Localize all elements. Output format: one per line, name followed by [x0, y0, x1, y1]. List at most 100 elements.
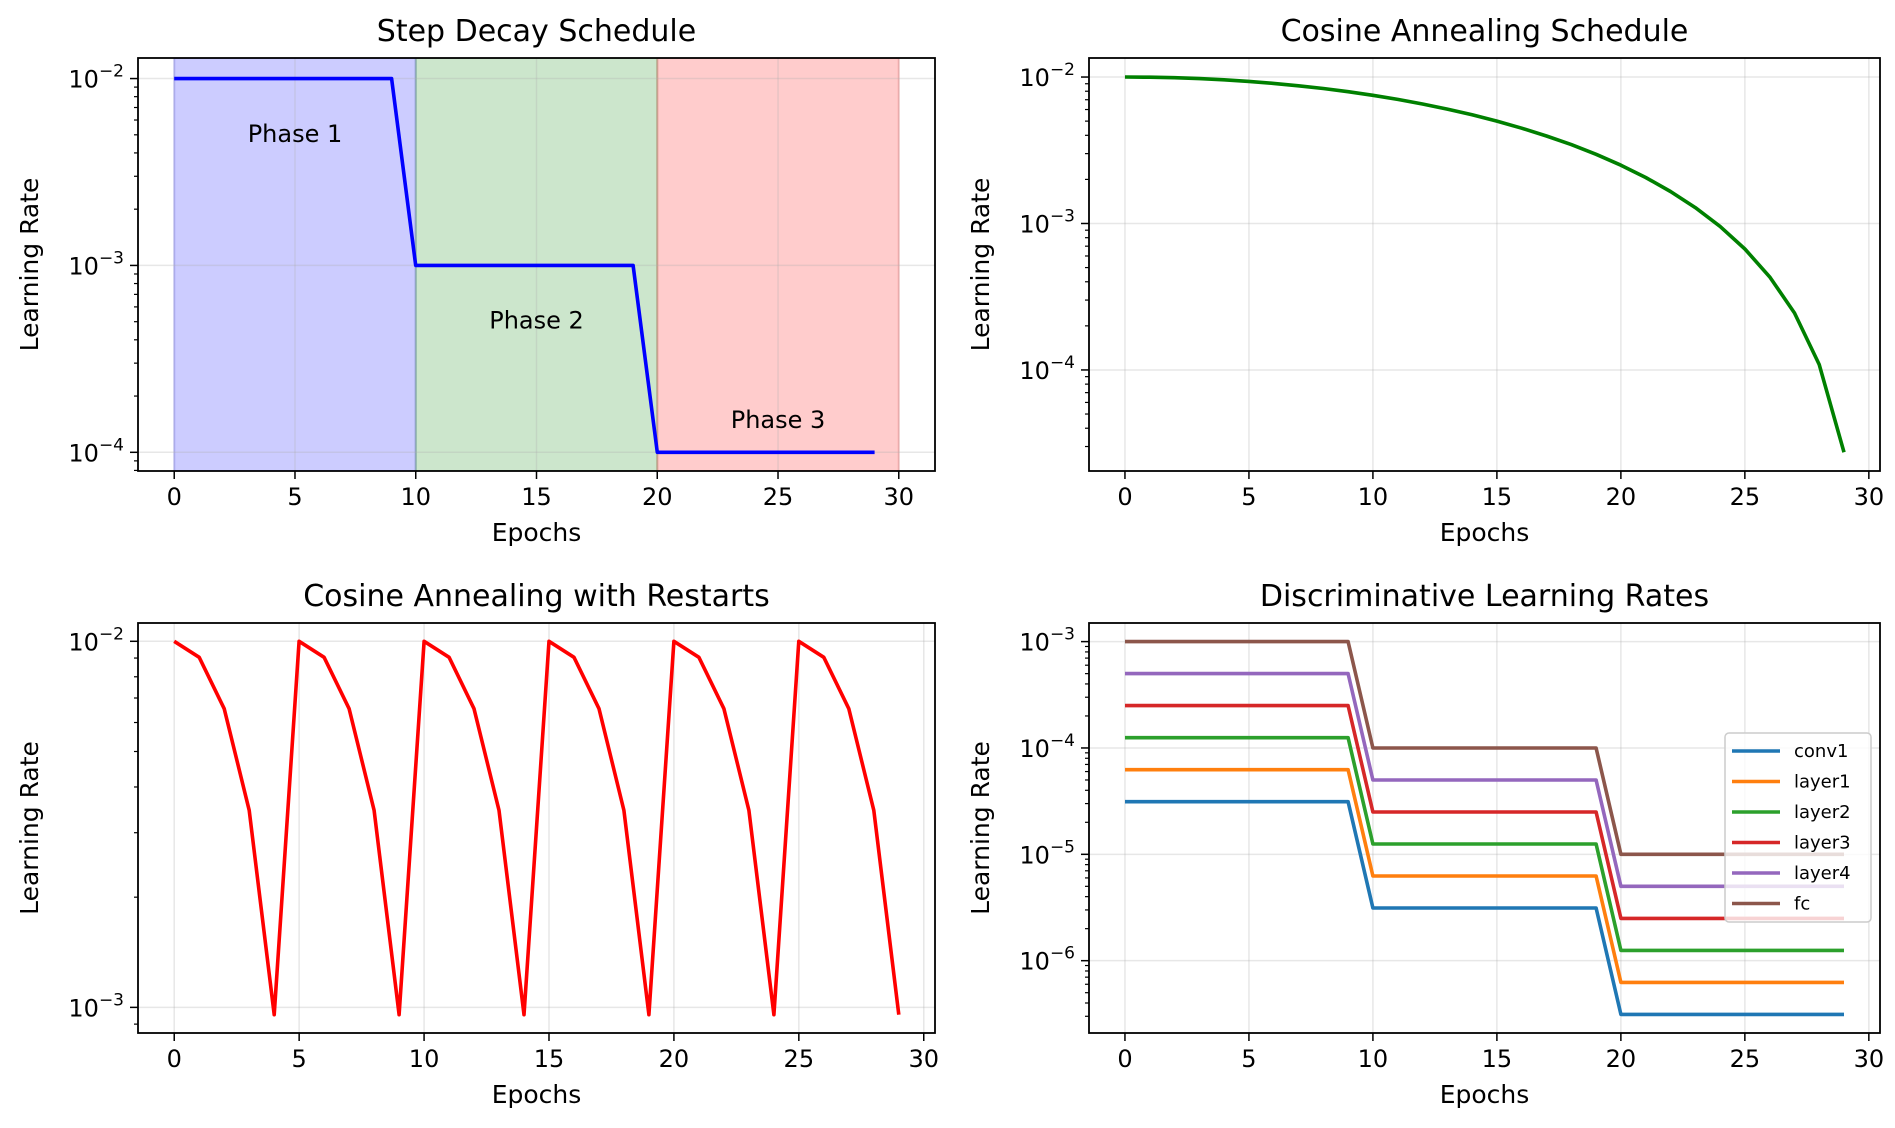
phase-span-3: [656, 58, 900, 471]
y-tick-label: 10−4: [68, 435, 124, 467]
y-tick-base: 10: [68, 66, 99, 94]
y-tick-label: 10−2: [68, 624, 124, 656]
legend-label-fc: fc: [1794, 894, 1810, 915]
x-tick-label: 25: [763, 483, 794, 511]
y-tick-label: 10−5: [1019, 837, 1075, 869]
y-tick-exponent: −5: [1050, 837, 1075, 857]
plot-area: [1089, 58, 1880, 471]
x-tick-label: 30: [1854, 483, 1885, 511]
x-tick-label: 15: [521, 483, 552, 511]
x-tick-label: 15: [534, 1045, 565, 1073]
y-tick-exponent: −4: [99, 435, 124, 455]
x-tick-label: 10: [1358, 1045, 1389, 1073]
series-line-layer4: [1125, 671, 1844, 889]
chart-title: Cosine Annealing Schedule: [1281, 14, 1689, 49]
y-tick-base: 10: [68, 628, 99, 656]
y-tick-label: 10−4: [1019, 353, 1075, 385]
y-tick-label: 10−3: [68, 990, 124, 1022]
series-line-step-decay: [174, 76, 875, 455]
y-tick-exponent: −3: [1050, 206, 1075, 226]
legend-label-layer1: layer1: [1794, 772, 1851, 793]
x-tick-label: 30: [883, 483, 914, 511]
y-axis-label: Learning Rate: [966, 741, 995, 915]
x-tick-label: 0: [1117, 483, 1132, 511]
x-tick-label: 0: [1117, 1045, 1132, 1073]
x-tick-label: 20: [642, 483, 673, 511]
axes-frame: [1088, 622, 1881, 1034]
y-tick-base: 10: [1019, 735, 1050, 763]
legend-label-layer2: layer2: [1794, 802, 1851, 823]
series-line-cosine-with-restarts: [173, 639, 901, 1017]
x-tick-label: 30: [1854, 1045, 1885, 1073]
y-tick-label: 10−3: [68, 248, 124, 280]
series-line-layer2: [1125, 735, 1844, 953]
legend-label-layer4: layer4: [1794, 863, 1851, 884]
x-tick-label: 5: [292, 1045, 307, 1073]
series-line-conv1: [1125, 799, 1844, 1017]
y-tick-exponent: −3: [99, 990, 124, 1010]
x-tick-label: 5: [287, 483, 302, 511]
y-tick-exponent: −6: [1050, 944, 1075, 964]
y-tick-label: 10−3: [1019, 625, 1075, 657]
chart-title: Discriminative Learning Rates: [1260, 579, 1709, 614]
y-tick-label: 10−4: [1019, 731, 1075, 763]
x-axis-label: Epochs: [492, 518, 582, 547]
y-tick-label: 10−3: [1019, 206, 1075, 238]
y-tick-exponent: −3: [1050, 625, 1075, 645]
y-tick-base: 10: [1019, 841, 1050, 869]
x-tick-label: 25: [1730, 1045, 1761, 1073]
x-axis-label: Epochs: [1440, 518, 1530, 547]
y-tick-exponent: −4: [1050, 353, 1075, 373]
y-axis-label: Learning Rate: [966, 178, 995, 352]
plot-area: [138, 623, 935, 1033]
y-tick-label: 10−2: [68, 62, 124, 94]
x-tick-label: 20: [1606, 483, 1637, 511]
phase-span-1: [173, 58, 417, 471]
x-tick-label: 10: [409, 1045, 440, 1073]
x-axis-label: Epochs: [492, 1080, 582, 1109]
x-tick-label: 15: [1482, 1045, 1513, 1073]
x-tick-label: 5: [1241, 1045, 1256, 1073]
y-tick-label: 10−6: [1019, 944, 1075, 976]
x-tick-label: 0: [167, 483, 182, 511]
x-tick-label: 20: [659, 1045, 690, 1073]
series-line-layer3: [1125, 703, 1844, 921]
chart-title: Step Decay Schedule: [377, 14, 696, 49]
phase-label: Phase 3: [731, 406, 826, 434]
phase-label: Phase 2: [489, 307, 584, 335]
plot-area: [138, 58, 935, 471]
y-tick-exponent: −4: [1050, 731, 1075, 751]
y-tick-base: 10: [1019, 629, 1050, 657]
x-axis-label: Epochs: [1440, 1080, 1530, 1109]
y-tick-exponent: −2: [99, 62, 124, 82]
legend: conv1 layer1 layer2 layer3 layer4 fc: [1724, 732, 1872, 923]
series-line-cosine-annealing: [1124, 75, 1846, 453]
y-tick-exponent: −3: [99, 248, 124, 268]
x-tick-label: 10: [1358, 483, 1389, 511]
y-tick-base: 10: [1019, 210, 1050, 238]
y-tick-base: 10: [68, 994, 99, 1022]
y-axis-label: Learning Rate: [15, 178, 44, 352]
x-tick-label: 15: [1482, 483, 1513, 511]
x-tick-label: 5: [1241, 483, 1256, 511]
x-tick-label: 25: [784, 1045, 815, 1073]
legend-label-layer3: layer3: [1794, 833, 1851, 854]
x-tick-label: 0: [167, 1045, 182, 1073]
y-tick-base: 10: [1019, 357, 1050, 385]
y-tick-base: 10: [1019, 64, 1050, 92]
y-tick-base: 10: [1019, 948, 1050, 976]
axes-frame: [1088, 57, 1881, 472]
axes-frame: [137, 622, 936, 1034]
y-tick-label: 10−2: [1019, 60, 1075, 92]
subplot-4: 0 5 10 15 20 25 3010−310−410−510−6Discriminati…: [966, 579, 1884, 1109]
series-line-fc: [1125, 639, 1844, 857]
y-axis-label: Learning Rate: [15, 741, 44, 915]
series-line-layer1: [1125, 767, 1844, 985]
y-tick-exponent: −2: [1050, 60, 1075, 80]
y-tick-base: 10: [68, 439, 99, 467]
x-tick-label: 25: [1730, 483, 1761, 511]
